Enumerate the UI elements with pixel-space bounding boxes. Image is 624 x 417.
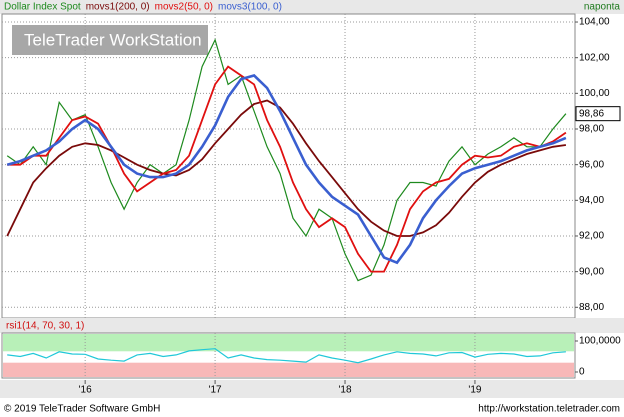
legend-entry: movs1(200, 0) [86,2,150,13]
y-tick-label: 90,00 [579,266,604,277]
series-line [6,99,567,237]
y-tick-label: 104,00 [579,17,610,28]
legend-entry: Dollar Index Spot [4,2,81,13]
x-tick-label: '18 [338,385,351,396]
rsi-title: rsi1(14, 70, 30, 1) [6,321,84,332]
last-value-label: 98,86 [579,108,604,119]
x-tick-label: '17 [209,385,222,396]
header-bar [0,0,624,14]
y-tick-label: 102,00 [579,52,610,63]
y-tick-label: 100,00 [579,88,610,99]
watermark-box [12,25,208,55]
series-line [6,38,567,282]
footer-left: © 2019 TeleTrader Software GmbH [4,404,160,415]
y-tick-label: 88,00 [579,302,604,313]
y-tick-label: 0 [579,367,585,378]
x-tick-label: '19 [468,385,481,396]
y-tick-label: 96,00 [579,159,604,170]
y-tick-label: 92,00 [579,231,604,242]
legend-entry: movs2(50, 0) [155,2,213,13]
rsi-header-bar [0,318,624,333]
series-line [7,348,566,364]
main-plot [1,13,576,319]
legend-entry: movs3(100, 0) [218,2,282,13]
watermark: TeleTrader WorkStation [24,30,202,49]
series-line [6,74,567,265]
y-tick-label: 94,00 [579,195,604,206]
x-axis-bar [0,380,624,398]
series-line [7,65,567,273]
period: naponta [584,2,621,13]
oversold-band [3,362,574,377]
overbought-band [3,334,574,352]
y-tick-label: 100,0000 [579,336,621,347]
y-tick-label: 98,00 [579,124,604,135]
footer-right: http://workstation.teletrader.com [478,404,620,415]
x-tick-label: '16 [79,385,92,396]
last-value-box [575,106,621,122]
